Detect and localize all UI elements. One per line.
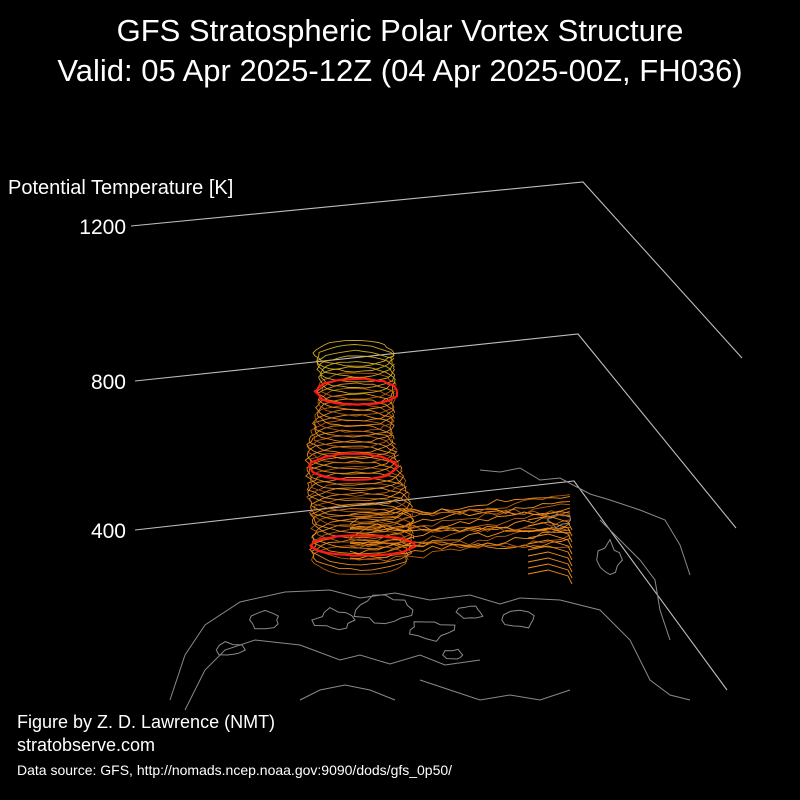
vortex-ring-30 (317, 387, 396, 417)
z-tick-label-800: 800 (91, 371, 126, 394)
island-7 (596, 538, 623, 576)
axis-labels: Potential Temperature [K] 400 800 1200 (8, 177, 233, 543)
vortex-ring-28 (317, 398, 396, 428)
vortex-ring-13 (307, 477, 409, 507)
island-1 (353, 594, 414, 625)
vortex-ring-29 (315, 393, 395, 422)
vortex-lobe-line-0 (349, 542, 571, 562)
island-4 (455, 605, 484, 619)
vortex-lobe-cap-8 (527, 563, 573, 579)
vortex-lobe-cap-1 (527, 521, 573, 537)
vortex-lobe-cap-5 (527, 545, 573, 561)
vortex-ring-16 (305, 460, 405, 492)
vortex-ring-19 (304, 445, 400, 475)
vortex-lobe-line-2 (349, 534, 571, 557)
vortex-ring-35 (320, 361, 396, 389)
vortex-lobe-cap-9 (527, 569, 573, 585)
axes-layer (130, 181, 743, 691)
z-plane-800 (134, 333, 737, 529)
chart-title-line-1: GFS Stratospheric Polar Vortex Structure (116, 13, 684, 48)
vortex-lobe-cap-2 (527, 527, 573, 543)
vortex-lobe-cap-7 (527, 557, 573, 573)
highlight-contours (308, 377, 416, 557)
data-source-note: Data source: GFS, http://nomads.ncep.noa… (17, 762, 453, 778)
vortex-lobe-cap-0 (527, 515, 573, 531)
coast-arc-3 (519, 597, 691, 701)
vortex-lobe-line-14 (349, 503, 571, 528)
vortex-lobe-line-9 (349, 513, 571, 539)
vortex-lobe-line-17 (349, 495, 571, 515)
vortex-ring-31 (317, 382, 395, 411)
z-tick-label-1200: 1200 (79, 216, 126, 239)
vortex-lobe-line-15 (349, 501, 571, 525)
vortex-ring-39 (312, 339, 395, 367)
vortex-lobe-line-13 (349, 507, 571, 530)
figure-credit: Figure by Z. D. Lawrence (NMT) (17, 712, 276, 732)
vortex-ring-26 (311, 408, 393, 438)
vortex-lobe-cap-3 (527, 533, 573, 549)
island-6 (501, 609, 535, 629)
vortex-lobe-line-16 (349, 494, 571, 520)
vortex-lobe-line-3 (349, 531, 571, 555)
vortex-ring-8 (309, 502, 415, 534)
website-credit: stratobserve.com (17, 735, 156, 755)
vortex-ring-34 (318, 366, 396, 394)
z-plane-400 (134, 480, 728, 691)
island-9 (215, 641, 247, 656)
island-3 (409, 621, 456, 642)
island-10 (442, 648, 464, 660)
coast-arc-7 (299, 684, 396, 701)
vortex-ring-27 (314, 403, 396, 433)
vortex-lobe-cap-4 (527, 539, 573, 555)
vortex-surface (304, 339, 573, 585)
coast-arc-4 (479, 467, 691, 576)
vortex-ring-10 (310, 491, 414, 523)
coastline-map (169, 467, 691, 711)
vortex-ring-12 (305, 482, 410, 513)
chart-title-line-2: Valid: 05 Apr 2025-12Z (04 Apr 2025-00Z,… (57, 53, 743, 88)
vortex-ring-38 (316, 344, 395, 373)
vortex-ring-33 (318, 372, 397, 400)
vortex-ring-15 (309, 466, 407, 497)
highlight-contour-650 (308, 452, 399, 482)
vortex-ring-14 (306, 471, 407, 502)
highlight-contour-450 (309, 534, 416, 557)
z-plane-1200 (130, 181, 743, 359)
vortex-ring-24 (310, 419, 394, 449)
vortex-ring-37 (316, 349, 395, 379)
vortex-ring-6 (310, 513, 413, 544)
z-tick-label-400: 400 (91, 520, 126, 543)
coast-arc-5 (599, 519, 671, 641)
coast-arc-2 (184, 639, 481, 711)
island-2 (311, 606, 356, 631)
coast-arc-6 (419, 679, 571, 701)
vortex-lobe-cap-6 (527, 551, 573, 567)
coast-arc-1 (169, 589, 521, 701)
vortex-ring-25 (314, 414, 395, 444)
vortex-ring-20 (306, 440, 399, 470)
z-axis-label: Potential Temperature [K] (8, 177, 233, 199)
vortex-lobe-line-6 (349, 527, 571, 548)
vortex-ring-17 (306, 456, 403, 486)
vortex-ring-23 (308, 424, 395, 455)
vortex-ring-21 (306, 434, 398, 464)
highlight-contour-850 (313, 377, 399, 406)
vortex-lobe-line-12 (349, 510, 571, 530)
island-5 (249, 609, 280, 630)
vortex-lobe-line-5 (349, 528, 571, 547)
